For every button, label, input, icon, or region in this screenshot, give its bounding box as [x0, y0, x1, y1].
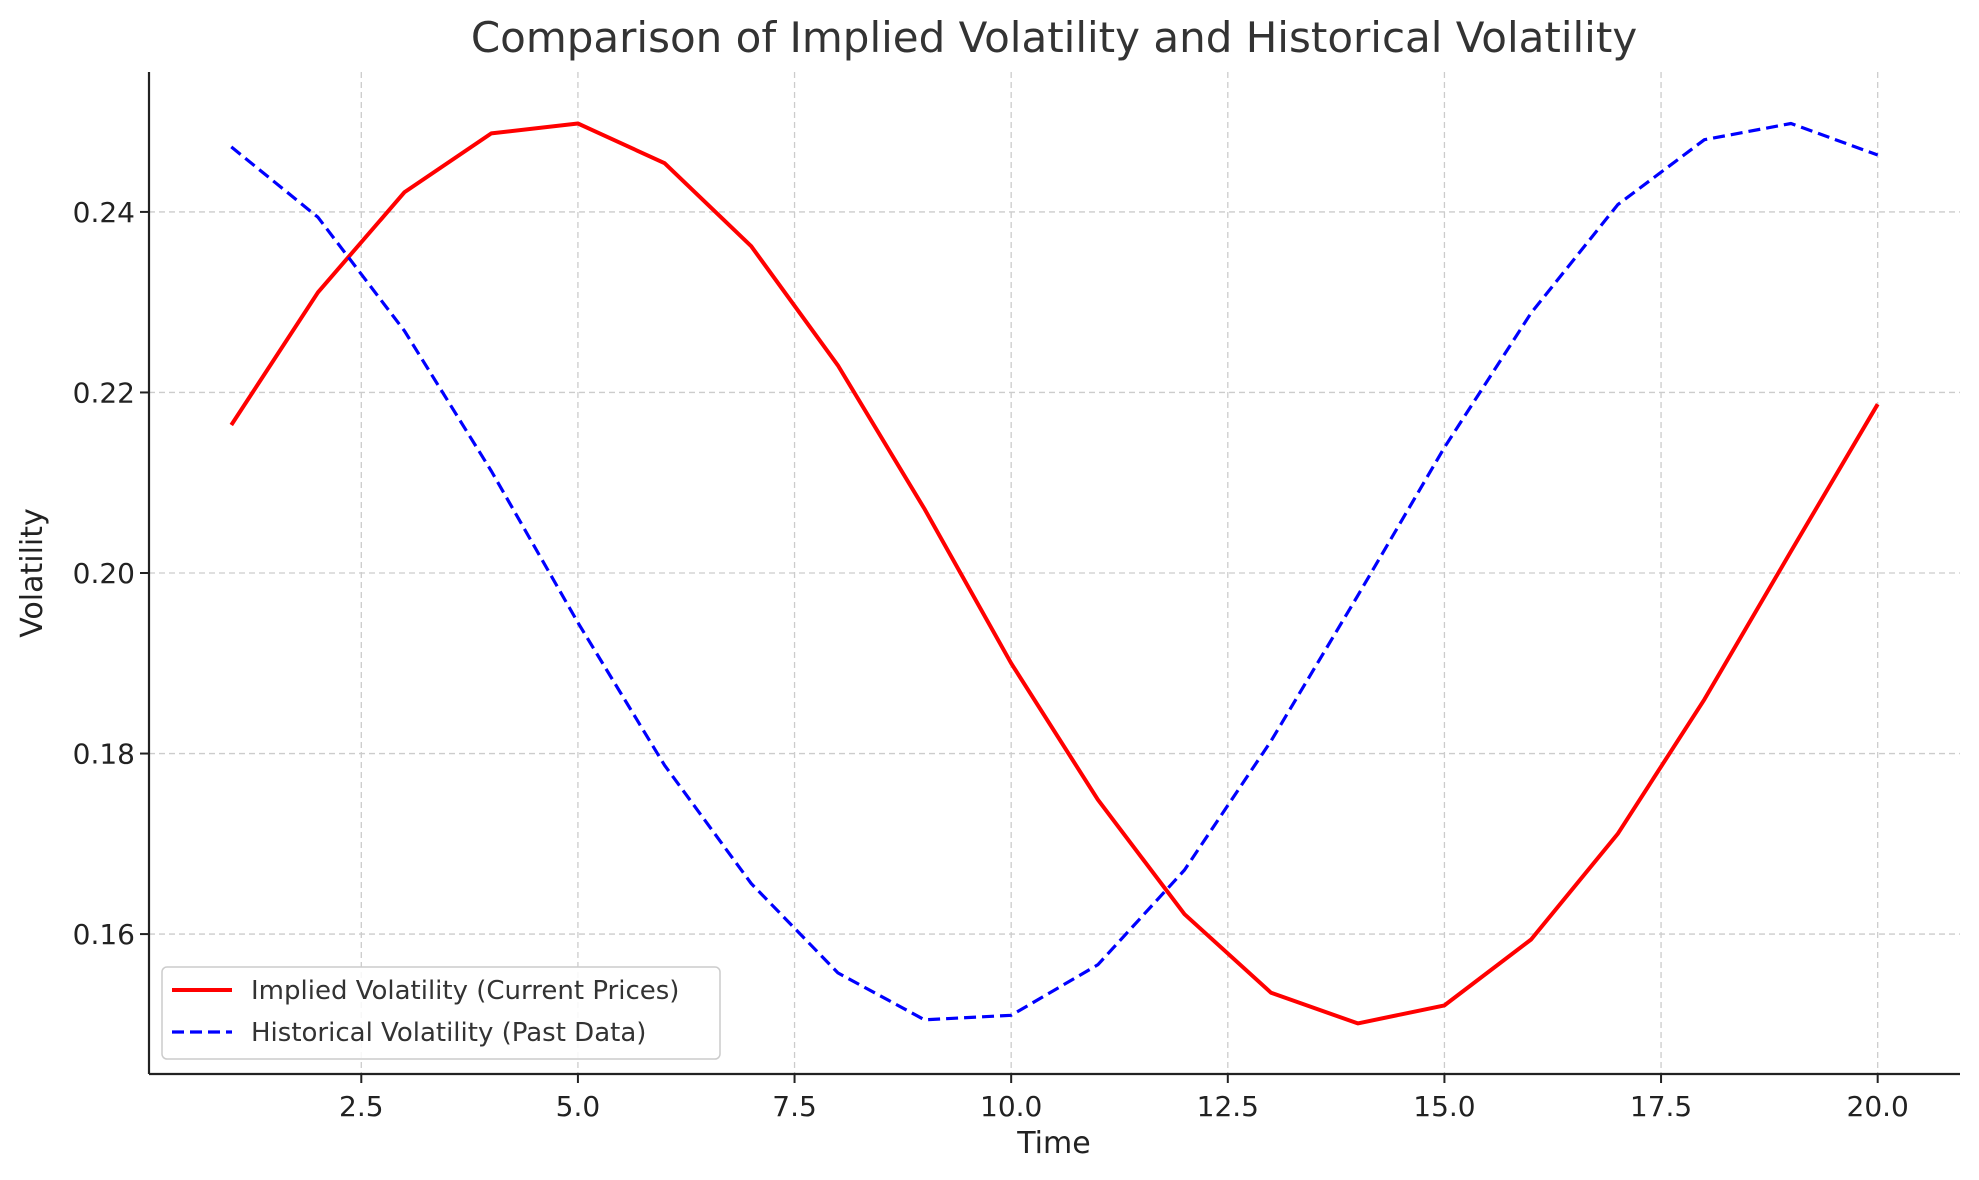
x-tick-label: 20.0: [1847, 1090, 1909, 1123]
x-tick-label: 17.5: [1630, 1090, 1692, 1123]
x-tick-label: 5.0: [556, 1090, 601, 1123]
x-tick-label: 7.5: [772, 1090, 817, 1123]
y-axis-label: Volatility: [15, 508, 50, 638]
legend: Implied Volatility (Current Prices) Histo…: [161, 966, 721, 1060]
historical-volatility-line: [230, 121, 1879, 1022]
y-tick-label: 0.18: [73, 738, 135, 771]
x-axis-ticks: 2.5 5.0 7.5 10.0 12.5 15.0 17.5 20.0: [339, 1074, 1909, 1123]
x-tick-label: 15.0: [1413, 1090, 1475, 1123]
legend-label: Implied Volatility (Current Prices): [251, 976, 679, 1006]
y-tick-label: 0.22: [73, 376, 135, 409]
grid: [149, 72, 1960, 1074]
x-tick-label: 12.5: [1197, 1090, 1259, 1123]
y-tick-label: 0.24: [73, 196, 135, 229]
y-tick-label: 0.16: [73, 918, 135, 951]
chart-title: Comparison of Implied Volatility and His…: [471, 13, 1637, 62]
x-tick-label: 2.5: [339, 1090, 384, 1123]
series-lines: [229, 121, 1880, 1026]
x-axis-label: Time: [1016, 1126, 1090, 1161]
y-axis-ticks: 0.16 0.18 0.20 0.22 0.24: [73, 196, 149, 951]
legend-box: [161, 966, 721, 1060]
implied-volatility-line: [229, 121, 1880, 1026]
y-tick-label: 0.20: [73, 557, 135, 590]
legend-label: Historical Volatility (Past Data): [251, 1018, 646, 1048]
x-tick-label: 10.0: [980, 1090, 1042, 1123]
